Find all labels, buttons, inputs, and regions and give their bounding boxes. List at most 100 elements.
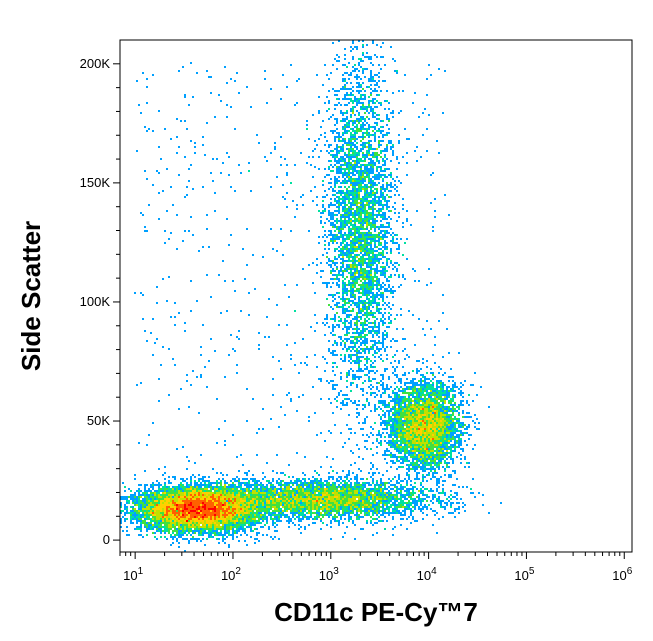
event-point — [136, 518, 138, 520]
event-point — [362, 272, 364, 274]
event-point — [184, 508, 186, 510]
event-point — [336, 228, 338, 230]
event-point — [150, 524, 152, 526]
event-point — [238, 508, 240, 510]
event-point — [372, 168, 374, 170]
event-point — [346, 490, 348, 492]
event-point — [334, 140, 336, 142]
event-point — [360, 324, 362, 326]
event-point — [394, 494, 396, 496]
event-point — [404, 242, 406, 244]
event-point — [366, 316, 368, 318]
event-point — [364, 176, 366, 178]
event-point — [220, 516, 222, 518]
event-point — [326, 500, 328, 502]
event-point — [302, 506, 304, 508]
event-point — [128, 534, 130, 536]
event-point — [402, 204, 404, 206]
event-point — [318, 502, 320, 504]
event-point — [352, 212, 354, 214]
event-point — [386, 496, 388, 498]
event-point — [362, 176, 364, 178]
event-point — [292, 484, 294, 486]
event-point — [202, 532, 204, 534]
event-point — [378, 492, 380, 494]
event-point — [292, 494, 294, 496]
event-point — [362, 142, 364, 144]
event-point — [384, 226, 386, 228]
event-point — [340, 146, 342, 148]
event-point — [320, 496, 322, 498]
event-point — [312, 480, 314, 482]
event-point — [390, 142, 392, 144]
event-point — [138, 500, 140, 502]
event-point — [314, 492, 316, 494]
event-point — [242, 518, 244, 520]
event-point — [368, 236, 370, 238]
event-point — [260, 506, 262, 508]
event-point — [208, 476, 210, 478]
event-point — [244, 516, 246, 518]
event-point — [276, 494, 278, 496]
event-point — [306, 496, 308, 498]
event-point — [302, 498, 304, 500]
event-point — [380, 488, 382, 490]
event-point — [300, 508, 302, 510]
event-point — [348, 338, 350, 340]
event-point — [356, 124, 358, 126]
event-point — [356, 268, 358, 270]
event-point — [342, 276, 344, 278]
event-point — [376, 82, 378, 84]
event-point — [444, 502, 446, 504]
event-point — [370, 366, 372, 368]
event-point — [324, 480, 326, 482]
event-point — [142, 522, 144, 524]
event-point — [272, 502, 274, 504]
event-point — [280, 508, 282, 510]
event-point — [372, 226, 374, 228]
event-point — [248, 470, 250, 472]
event-point — [364, 136, 366, 138]
event-point — [400, 488, 402, 490]
event-point — [228, 516, 230, 518]
event-point — [382, 216, 384, 218]
event-point — [312, 488, 314, 490]
event-point — [372, 354, 374, 356]
event-point — [162, 506, 164, 508]
event-point — [382, 184, 384, 186]
event-point — [256, 480, 258, 482]
event-point — [378, 204, 380, 206]
event-point — [380, 130, 382, 132]
event-point — [372, 252, 374, 254]
event-point — [204, 524, 206, 526]
event-point — [376, 332, 378, 334]
event-point — [290, 504, 292, 506]
event-point — [358, 76, 360, 78]
event-point — [170, 492, 172, 494]
event-point — [178, 506, 180, 508]
event-point — [344, 284, 346, 286]
event-point — [374, 280, 376, 282]
event-point — [362, 500, 364, 502]
event-point — [392, 236, 394, 238]
event-point — [346, 380, 348, 382]
event-point — [412, 506, 414, 508]
event-point — [350, 158, 352, 160]
event-point — [364, 344, 366, 346]
event-point — [124, 520, 126, 522]
event-point — [376, 170, 378, 172]
event-point — [362, 240, 364, 242]
event-point — [358, 492, 360, 494]
event-point — [170, 536, 172, 538]
event-point — [170, 534, 172, 536]
event-point — [256, 516, 258, 518]
event-point — [204, 492, 206, 494]
event-point — [124, 504, 126, 506]
event-point — [358, 490, 360, 492]
event-point — [368, 180, 370, 182]
event-point — [400, 496, 402, 498]
event-point — [366, 292, 368, 294]
event-point — [216, 494, 218, 496]
event-point — [368, 126, 370, 128]
event-point — [470, 492, 472, 494]
